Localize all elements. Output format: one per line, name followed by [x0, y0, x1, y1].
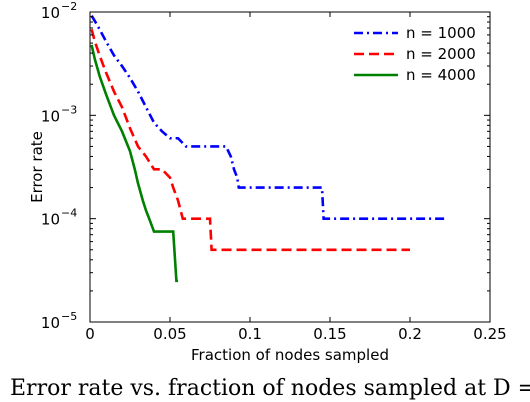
x-tick-label: 0.2 [398, 325, 422, 343]
legend-label-3: n = 4000 [406, 66, 476, 84]
y-tick-label: 10 [41, 4, 60, 22]
x-tick-label: 0.1 [238, 325, 262, 343]
legend: n = 1000 n = 2000 n = 4000 [354, 24, 476, 84]
y-tick-label: 10 [41, 314, 60, 332]
y-tick-label: 10 [41, 107, 60, 125]
series-line-2 [90, 28, 410, 252]
y-tick-exponent: −5 [61, 310, 77, 323]
x-tick-label: 0.15 [313, 325, 346, 343]
x-tick-label: 0 [85, 325, 95, 343]
caption-text: Error rate vs. fraction of nodes sampled… [10, 376, 530, 401]
legend-label-1: n = 1000 [406, 24, 476, 42]
x-tick-label: 0.05 [153, 325, 186, 343]
y-tick-label: 10 [41, 211, 60, 229]
legend-label-2: n = 2000 [406, 45, 476, 63]
axes-frame [89, 11, 491, 323]
y-tick-exponent: −3 [61, 103, 77, 116]
series-line-1 [90, 15, 446, 220]
figure-caption: Error rate vs. fraction of nodes sampled… [0, 374, 530, 402]
y-tick-exponent: −2 [61, 0, 77, 13]
plot-area [90, 12, 490, 322]
y-axis-label: Error rate [28, 131, 46, 203]
plot-background [90, 12, 490, 322]
x-axis-label: Fraction of nodes sampled [191, 346, 389, 364]
x-tick-label: 0.25 [473, 325, 506, 343]
series-line-3 [90, 44, 178, 283]
series-layer [90, 15, 446, 283]
y-tick-exponent: −4 [61, 207, 77, 220]
